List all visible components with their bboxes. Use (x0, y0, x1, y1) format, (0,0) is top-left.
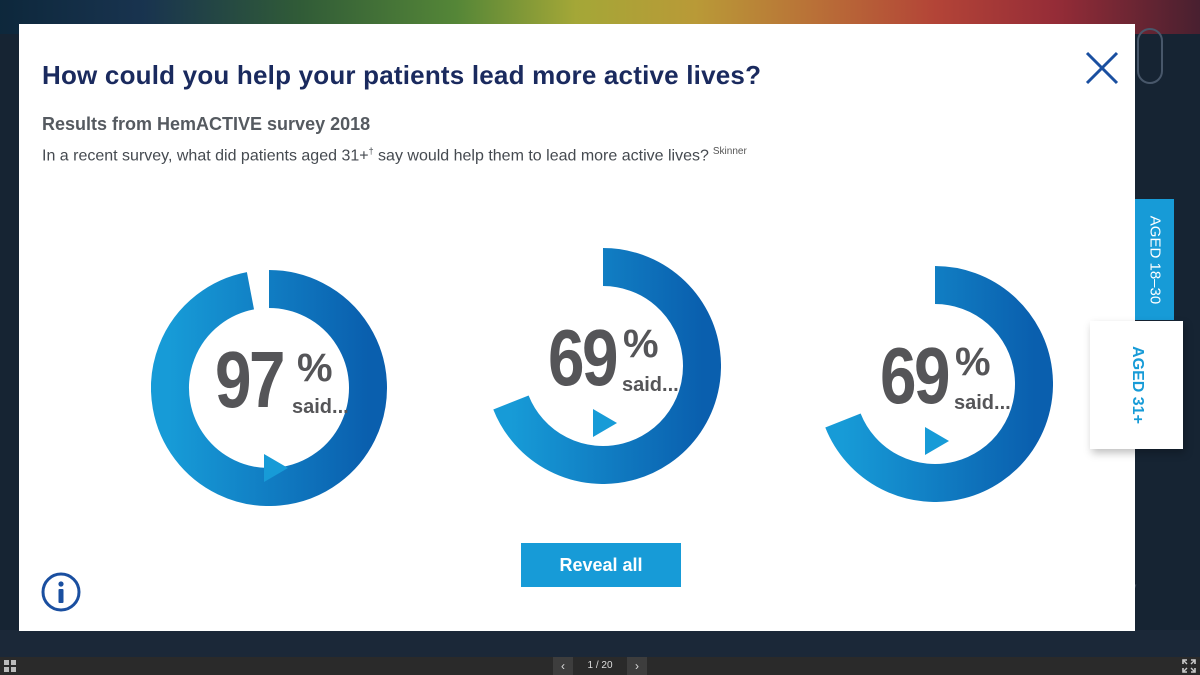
bayer-logo (1137, 28, 1163, 84)
reveal-all-button[interactable]: Reveal all (521, 543, 681, 587)
question-text: In a recent survey, what did patients ag… (42, 147, 369, 165)
percent-sign: % (955, 340, 991, 384)
info-button[interactable] (41, 572, 81, 612)
stat-donut-2[interactable]: 69 % said... (485, 248, 721, 484)
survey-modal: How could you help your patients lead mo… (19, 24, 1135, 631)
donut-arc (151, 270, 387, 506)
percent-sign: % (623, 322, 659, 366)
tab-aged-31-plus[interactable]: AGED 31+ (1090, 321, 1183, 449)
percent-sign: % (297, 346, 333, 390)
stat-value: 97 (215, 335, 286, 424)
survey-question: In a recent survey, what did patients ag… (42, 146, 747, 165)
said-label: said... (292, 396, 349, 418)
donut-ring-chart (825, 266, 1053, 502)
fullscreen-icon[interactable] (1182, 659, 1196, 673)
play-icon[interactable] (264, 454, 288, 482)
survey-subtitle: Results from HemACTIVE survey 2018 (42, 114, 371, 134)
play-icon[interactable] (925, 427, 949, 455)
donut-ring-chart (151, 270, 387, 506)
said-label: said... (622, 374, 679, 396)
donut-arc (825, 266, 1053, 502)
stat-value: 69 (880, 331, 951, 420)
page-indicator: 1 / 20 (576, 657, 624, 675)
tab-label: AGED 18–30 (1146, 215, 1163, 304)
info-icon (41, 572, 81, 612)
page-title: How could you help your patients lead mo… (42, 60, 762, 90)
citation: Skinner (712, 146, 747, 157)
presentation-toolbar: ‹ 1 / 20 › (0, 657, 1200, 675)
donut-ring-chart (493, 248, 721, 484)
next-slide-button[interactable]: › (627, 657, 647, 675)
dagger-mark: † (368, 146, 374, 156)
stat-value: 69 (548, 313, 619, 402)
close-button[interactable] (1082, 48, 1122, 88)
close-icon (1085, 51, 1119, 85)
stat-donut-3[interactable]: 69 % said... (817, 266, 1053, 502)
said-label: said... (954, 392, 1011, 414)
tab-aged-18-30[interactable]: AGED 18–30 (1135, 199, 1174, 320)
background-bottom (0, 630, 1200, 657)
grid-icon[interactable] (4, 660, 16, 672)
tab-label: AGED 31+ (1128, 346, 1146, 424)
stat-donut-1[interactable]: 97 % said... (151, 270, 387, 506)
previous-slide-button[interactable]: ‹ (553, 657, 573, 675)
play-icon[interactable] (593, 409, 617, 437)
question-text-end: say would help them to lead more active … (373, 147, 709, 165)
donut-arc (493, 248, 721, 484)
